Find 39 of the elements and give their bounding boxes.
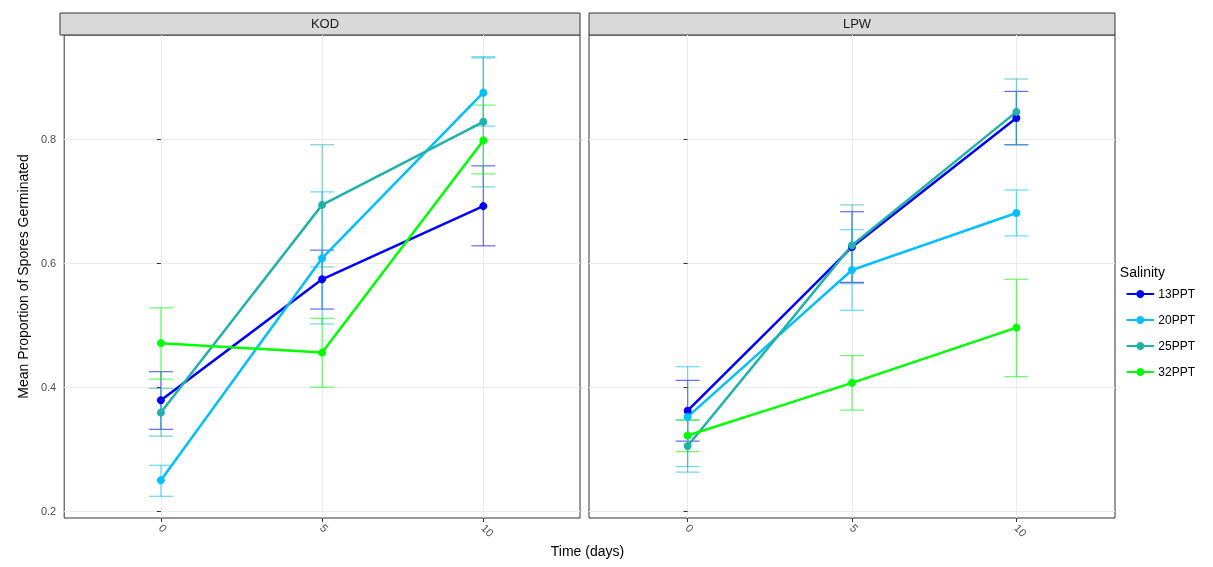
point: [156, 339, 165, 348]
legend-title: Salinity: [1119, 264, 1166, 280]
point: [156, 396, 165, 405]
point: [318, 348, 327, 357]
x-tick-label: 5: [847, 521, 861, 535]
legend-label: 13PPT: [1158, 287, 1196, 301]
point: [848, 378, 856, 387]
point: [479, 136, 488, 145]
y-tick-label: 0.2: [40, 505, 57, 518]
point: [1012, 208, 1021, 217]
x-tick-label: 0: [156, 521, 170, 535]
point: [318, 254, 327, 263]
legend-label: 20PPT: [1158, 313, 1196, 327]
x-tick-label: 0: [683, 521, 697, 535]
y-tick-label: 0.8: [40, 133, 57, 146]
y-axis-title: Mean Proportion of Spores Germinated: [15, 154, 31, 399]
y-tick-label: 0.4: [40, 381, 57, 394]
point: [318, 275, 327, 284]
point: [683, 431, 692, 440]
x-axis-title: Time (days): [549, 543, 626, 559]
x-tick-label: 10: [479, 521, 497, 539]
point: [479, 88, 488, 97]
point: [683, 442, 692, 451]
point: [479, 117, 488, 126]
point: [1012, 107, 1021, 116]
point: [683, 412, 692, 421]
point: [156, 408, 165, 417]
point: [156, 476, 165, 485]
point: [479, 202, 488, 211]
legend-label: 25PPT: [1158, 339, 1196, 353]
point: [318, 200, 327, 209]
chart-title: LPW: [842, 16, 872, 31]
legend-label: 32PPT: [1158, 365, 1196, 379]
x-tick-label: 10: [1012, 521, 1030, 539]
point: [848, 265, 856, 274]
chart-title: KOD: [310, 16, 340, 31]
y-tick-label: 0.6: [40, 257, 57, 270]
point: [1012, 323, 1021, 332]
x-tick-label: 5: [317, 521, 331, 535]
